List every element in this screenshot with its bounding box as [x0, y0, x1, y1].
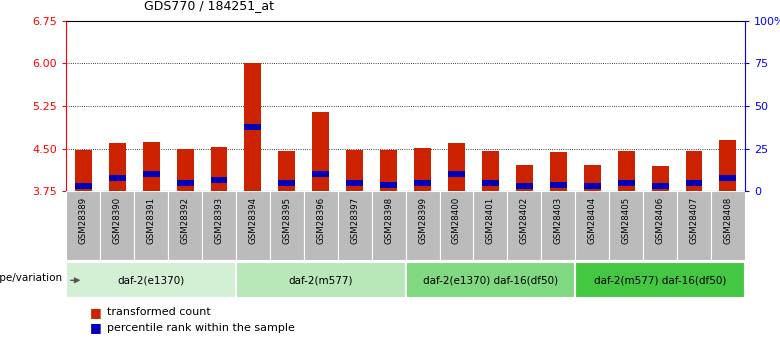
- FancyBboxPatch shape: [576, 263, 745, 298]
- FancyBboxPatch shape: [134, 191, 168, 260]
- Bar: [176, 149, 193, 191]
- FancyBboxPatch shape: [473, 191, 507, 260]
- Text: GSM28390: GSM28390: [112, 197, 122, 244]
- FancyBboxPatch shape: [371, 191, 406, 260]
- FancyBboxPatch shape: [270, 191, 304, 260]
- FancyBboxPatch shape: [609, 191, 643, 260]
- Text: daf-2(e1370): daf-2(e1370): [118, 275, 185, 285]
- Bar: [278, 151, 296, 191]
- Text: GSM28401: GSM28401: [486, 197, 495, 244]
- FancyBboxPatch shape: [541, 191, 576, 260]
- Text: GSM28392: GSM28392: [180, 197, 190, 244]
- Bar: [448, 171, 465, 177]
- Bar: [244, 124, 261, 130]
- Text: GSM28406: GSM28406: [655, 197, 665, 244]
- Bar: [211, 147, 228, 191]
- Text: GSM28402: GSM28402: [519, 197, 529, 244]
- FancyBboxPatch shape: [406, 263, 576, 298]
- Bar: [312, 112, 329, 191]
- Bar: [516, 183, 533, 189]
- Text: GSM28404: GSM28404: [587, 197, 597, 244]
- Text: GSM28400: GSM28400: [452, 197, 461, 244]
- Bar: [618, 180, 635, 186]
- Bar: [346, 150, 363, 191]
- FancyBboxPatch shape: [66, 191, 101, 260]
- Bar: [176, 180, 193, 186]
- Text: ■: ■: [90, 321, 101, 334]
- FancyBboxPatch shape: [406, 191, 440, 260]
- Bar: [414, 180, 431, 186]
- Bar: [108, 175, 126, 181]
- Bar: [75, 183, 92, 189]
- Bar: [550, 152, 567, 191]
- Bar: [686, 180, 703, 186]
- FancyBboxPatch shape: [202, 191, 236, 260]
- FancyBboxPatch shape: [677, 191, 711, 260]
- Text: transformed count: transformed count: [107, 307, 211, 317]
- Text: GSM28398: GSM28398: [384, 197, 393, 244]
- FancyBboxPatch shape: [576, 191, 609, 260]
- Bar: [244, 63, 261, 191]
- Bar: [651, 166, 668, 191]
- Text: GSM28405: GSM28405: [622, 197, 631, 244]
- Bar: [108, 143, 126, 191]
- FancyBboxPatch shape: [66, 263, 236, 298]
- Text: daf-2(m577): daf-2(m577): [289, 275, 353, 285]
- Text: GSM28396: GSM28396: [316, 197, 325, 244]
- Text: GSM28397: GSM28397: [350, 197, 360, 244]
- FancyBboxPatch shape: [440, 191, 473, 260]
- Text: GSM28394: GSM28394: [248, 197, 257, 244]
- FancyBboxPatch shape: [236, 263, 406, 298]
- Bar: [278, 180, 296, 186]
- Text: GSM28393: GSM28393: [215, 197, 224, 244]
- Bar: [380, 150, 397, 191]
- Bar: [686, 151, 703, 191]
- FancyBboxPatch shape: [101, 191, 134, 260]
- Text: GSM28395: GSM28395: [282, 197, 292, 244]
- FancyBboxPatch shape: [168, 191, 202, 260]
- FancyBboxPatch shape: [711, 191, 745, 260]
- Bar: [143, 171, 160, 177]
- Bar: [719, 175, 736, 181]
- FancyBboxPatch shape: [338, 191, 371, 260]
- FancyBboxPatch shape: [304, 191, 338, 260]
- Text: GSM28408: GSM28408: [723, 197, 732, 244]
- Bar: [143, 142, 160, 191]
- Bar: [380, 182, 397, 188]
- Text: GDS770 / 184251_at: GDS770 / 184251_at: [144, 0, 275, 12]
- Bar: [75, 150, 92, 191]
- Text: daf-2(m577) daf-16(df50): daf-2(m577) daf-16(df50): [594, 275, 726, 285]
- Bar: [550, 182, 567, 188]
- Bar: [346, 180, 363, 186]
- Text: GSM28389: GSM28389: [79, 197, 88, 244]
- Text: percentile rank within the sample: percentile rank within the sample: [107, 323, 295, 333]
- Bar: [448, 143, 465, 191]
- Bar: [482, 180, 499, 186]
- Text: GSM28391: GSM28391: [147, 197, 156, 244]
- Text: genotype/variation: genotype/variation: [0, 273, 62, 283]
- Text: GSM28407: GSM28407: [690, 197, 699, 244]
- Bar: [312, 171, 329, 177]
- Text: GSM28399: GSM28399: [418, 197, 427, 244]
- Text: daf-2(e1370) daf-16(df50): daf-2(e1370) daf-16(df50): [423, 275, 558, 285]
- Bar: [583, 183, 601, 189]
- Bar: [651, 183, 668, 189]
- Bar: [211, 177, 228, 183]
- Bar: [482, 151, 499, 191]
- FancyBboxPatch shape: [236, 191, 270, 260]
- Bar: [618, 151, 635, 191]
- Bar: [719, 140, 736, 191]
- Bar: [583, 165, 601, 191]
- Text: ■: ■: [90, 306, 101, 319]
- FancyBboxPatch shape: [507, 191, 541, 260]
- Bar: [414, 148, 431, 191]
- Bar: [516, 165, 533, 191]
- FancyBboxPatch shape: [643, 191, 677, 260]
- Text: GSM28403: GSM28403: [554, 197, 563, 244]
